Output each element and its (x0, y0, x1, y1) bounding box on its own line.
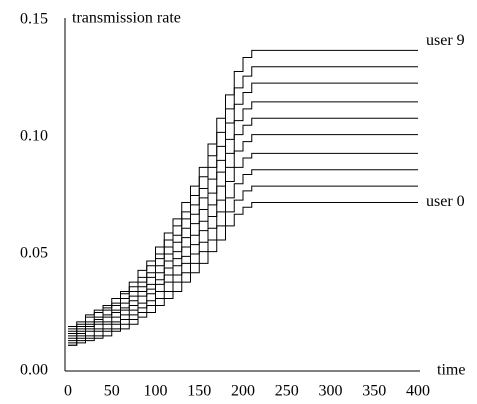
step-line (68, 49, 418, 328)
y-axis-label: transmission rate (72, 10, 181, 27)
y-tick-label: 0.00 (20, 362, 48, 379)
x-tick-label: 0 (64, 383, 72, 400)
x-tick-label: 200 (231, 383, 255, 400)
x-tick-label: 250 (275, 383, 299, 400)
x-axis-label: time (437, 362, 465, 379)
x-tick-label: 150 (187, 383, 211, 400)
series-label: user 0 (426, 193, 465, 210)
x-tick-label: 350 (362, 383, 386, 400)
series-label: user 9 (426, 32, 465, 49)
y-tick-label: 0.10 (20, 128, 48, 145)
x-tick-label: 300 (319, 383, 343, 400)
y-tick-label: 0.15 (20, 11, 48, 28)
x-tick-label: 100 (144, 383, 168, 400)
x-tick-label: 50 (104, 383, 120, 400)
y-tick-label: 0.05 (20, 245, 48, 262)
x-tick-label: 400 (406, 383, 430, 400)
